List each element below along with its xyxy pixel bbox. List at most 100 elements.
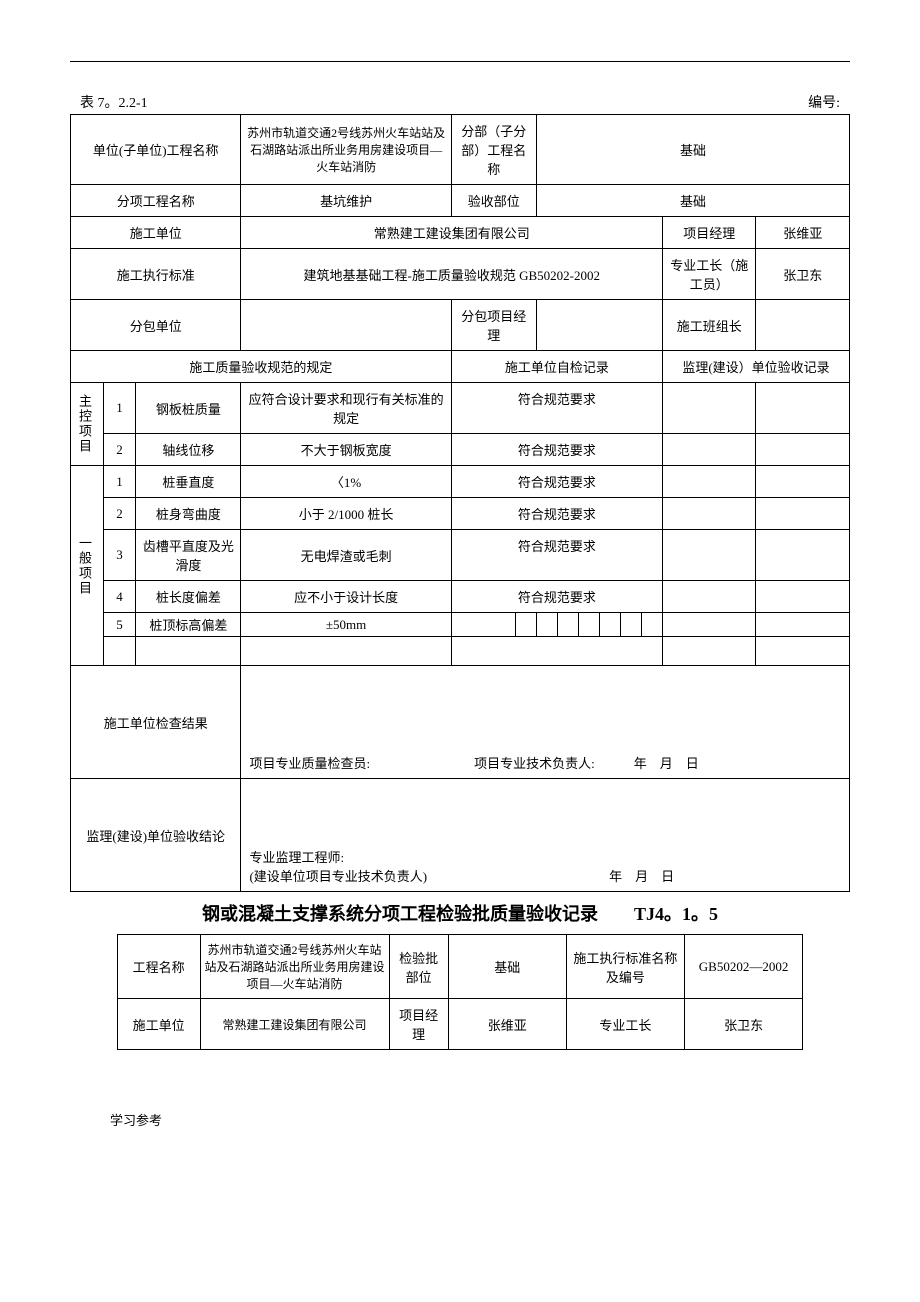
row-standard: 施工执行标准 建筑地基基础工程-施工质量验收规范 GB50202-2002 专业… bbox=[71, 249, 850, 300]
hdr-selfcheck: 施工单位自检记录 bbox=[451, 351, 662, 383]
t2-r2-c2: 常熟建工建设集团有限公司 bbox=[200, 999, 389, 1050]
row-construction-unit: 施工单位 常熟建工建设集团有限公司 项目经理 张维亚 bbox=[71, 217, 850, 249]
g5-c3 bbox=[536, 613, 557, 637]
row-mc1: 主控项目 1 钢板桩质量 应符合设计要求和现行有关标准的规定 符合规范要求 bbox=[71, 383, 850, 434]
mc1-name: 钢板桩质量 bbox=[136, 383, 241, 434]
val-pm: 张维亚 bbox=[756, 217, 850, 249]
g3-no: 3 bbox=[103, 530, 136, 581]
label-accept-part: 验收部位 bbox=[451, 185, 536, 217]
mc1-no: 1 bbox=[103, 383, 136, 434]
label-subitem: 分项工程名称 bbox=[71, 185, 241, 217]
hdr-supervise: 监理(建设）单位验收记录 bbox=[663, 351, 850, 383]
mc2-name: 轴线位移 bbox=[136, 434, 241, 466]
val-subproject: 基础 bbox=[536, 115, 849, 185]
label-foreman: 专业工长（施工员） bbox=[663, 249, 756, 300]
main-control-label: 主控项目 bbox=[71, 383, 104, 466]
row-supervise-result: 监理(建设)单位验收结论 专业监理工程师: (建设单位项目专业技术负责人) 年 … bbox=[71, 779, 850, 892]
g4-sup1 bbox=[663, 581, 756, 613]
g4-name: 桩长度偏差 bbox=[136, 581, 241, 613]
g1-spec: 〈1% bbox=[241, 466, 451, 498]
label-sub-pm: 分包项目经理 bbox=[451, 300, 536, 351]
mc2-sup2 bbox=[756, 434, 850, 466]
row-check-result: 施工单位检查结果 项目专业质量检查员: 项目专业技术负责人: 年 月 日 bbox=[71, 666, 850, 779]
val-construction-unit: 常熟建工建设集团有限公司 bbox=[241, 217, 663, 249]
row-subcontract: 分包单位 分包项目经理 施工班组长 bbox=[71, 300, 850, 351]
g3-spec: 无电焊渣或毛刺 bbox=[241, 530, 451, 581]
e-no bbox=[103, 637, 136, 666]
mc2-spec: 不大于钢板宽度 bbox=[241, 434, 451, 466]
mc2-no: 2 bbox=[103, 434, 136, 466]
g1-name: 桩垂直度 bbox=[136, 466, 241, 498]
hdr-spec: 施工质量验收规范的规定 bbox=[71, 351, 452, 383]
row-g4: 4 桩长度偏差 应不小于设计长度 符合规范要求 bbox=[71, 581, 850, 613]
label-team-leader: 施工班组长 bbox=[663, 300, 756, 351]
row-g2: 2 桩身弯曲度 小于 2/1000 桩长 符合规范要求 bbox=[71, 498, 850, 530]
g5-c4 bbox=[557, 613, 578, 637]
t2-r1-c6: GB50202—2002 bbox=[684, 935, 802, 999]
table1-header: 表 7。2.2-1 编号: bbox=[70, 92, 850, 112]
val-team-leader bbox=[756, 300, 850, 351]
g4-sup2 bbox=[756, 581, 850, 613]
e-result bbox=[451, 637, 662, 666]
supervise-text1: 专业监理工程师: bbox=[249, 847, 845, 866]
g1-no: 1 bbox=[103, 466, 136, 498]
g5-sup2 bbox=[756, 613, 850, 637]
supervise-text2: (建设单位项目专业技术负责人) 年 月 日 bbox=[249, 866, 845, 885]
t2-r2-c4: 张维亚 bbox=[448, 999, 566, 1050]
top-rule bbox=[70, 60, 850, 62]
mc2-result: 符合规范要求 bbox=[451, 434, 662, 466]
inspection-table-1: 单位(子单位)工程名称 苏州市轨道交通2号线苏州火车站站及石湖路站派出所业务用房… bbox=[70, 114, 850, 892]
row-empty bbox=[71, 637, 850, 666]
g5-c1 bbox=[451, 613, 515, 637]
footer-text: 学习参考 bbox=[70, 1110, 850, 1129]
g5-no: 5 bbox=[103, 613, 136, 637]
t2-r1: 工程名称 苏州市轨道交通2号线苏州火车站站及石湖路站派出所业务用房建设项目—火车… bbox=[117, 935, 802, 999]
val-standard: 建筑地基基础工程-施工质量验收规范 GB50202-2002 bbox=[241, 249, 663, 300]
general-label: 一般项目 bbox=[71, 466, 104, 666]
check-label: 施工单位检查结果 bbox=[71, 666, 241, 779]
mc1-sup1 bbox=[663, 383, 756, 434]
mc1-sup2 bbox=[756, 383, 850, 434]
mc2-sup1 bbox=[663, 434, 756, 466]
val-subcontract bbox=[241, 300, 451, 351]
g5-c2 bbox=[515, 613, 536, 637]
mc1-spec: 应符合设计要求和现行有关标准的规定 bbox=[241, 383, 451, 434]
g5-c6 bbox=[599, 613, 620, 637]
val-foreman: 张卫东 bbox=[756, 249, 850, 300]
t2-r1-c5: 施工执行标准名称及编号 bbox=[566, 935, 684, 999]
g2-sup1 bbox=[663, 498, 756, 530]
row-section-header: 施工质量验收规范的规定 施工单位自检记录 监理(建设）单位验收记录 bbox=[71, 351, 850, 383]
g3-result: 符合规范要求 bbox=[451, 530, 662, 581]
serial-label: 编号: bbox=[808, 92, 840, 112]
supervise-text: 专业监理工程师: (建设单位项目专业技术负责人) 年 月 日 bbox=[241, 779, 850, 892]
table-number: 表 7。2.2-1 bbox=[80, 92, 148, 112]
inspection-table-2: 工程名称 苏州市轨道交通2号线苏州火车站站及石湖路站派出所业务用房建设项目—火车… bbox=[117, 934, 803, 1050]
g4-result: 符合规范要求 bbox=[451, 581, 662, 613]
t2-r2-c6: 张卫东 bbox=[684, 999, 802, 1050]
g3-sup1 bbox=[663, 530, 756, 581]
val-subitem: 基坑维护 bbox=[241, 185, 451, 217]
supervise-label: 监理(建设)单位验收结论 bbox=[71, 779, 241, 892]
mc1-result: 符合规范要求 bbox=[451, 383, 662, 434]
val-accept-part: 基础 bbox=[536, 185, 849, 217]
val-sub-pm bbox=[536, 300, 662, 351]
g4-spec: 应不小于设计长度 bbox=[241, 581, 451, 613]
row-mc2: 2 轴线位移 不大于钢板宽度 符合规范要求 bbox=[71, 434, 850, 466]
g5-spec: ±50mm bbox=[241, 613, 451, 637]
t2-r1-c2: 苏州市轨道交通2号线苏州火车站站及石湖路站派出所业务用房建设项目—火车站消防 bbox=[200, 935, 389, 999]
e-spec bbox=[241, 637, 451, 666]
row-g3: 3 齿槽平直度及光滑度 无电焊渣或毛刺 符合规范要求 bbox=[71, 530, 850, 581]
g1-result: 符合规范要求 bbox=[451, 466, 662, 498]
g3-name: 齿槽平直度及光滑度 bbox=[136, 530, 241, 581]
g2-sup2 bbox=[756, 498, 850, 530]
g4-no: 4 bbox=[103, 581, 136, 613]
check-text: 项目专业质量检查员: 项目专业技术负责人: 年 月 日 bbox=[241, 666, 850, 779]
g2-spec: 小于 2/1000 桩长 bbox=[241, 498, 451, 530]
g5-c5 bbox=[578, 613, 599, 637]
row-subitem: 分项工程名称 基坑维护 验收部位 基础 bbox=[71, 185, 850, 217]
row-unit-name: 单位(子单位)工程名称 苏州市轨道交通2号线苏州火车站站及石湖路站派出所业务用房… bbox=[71, 115, 850, 185]
e-sup1 bbox=[663, 637, 756, 666]
g2-result: 符合规范要求 bbox=[451, 498, 662, 530]
g5-name: 桩顶标高偏差 bbox=[136, 613, 241, 637]
row-g5: 5 桩顶标高偏差 ±50mm bbox=[71, 613, 850, 637]
